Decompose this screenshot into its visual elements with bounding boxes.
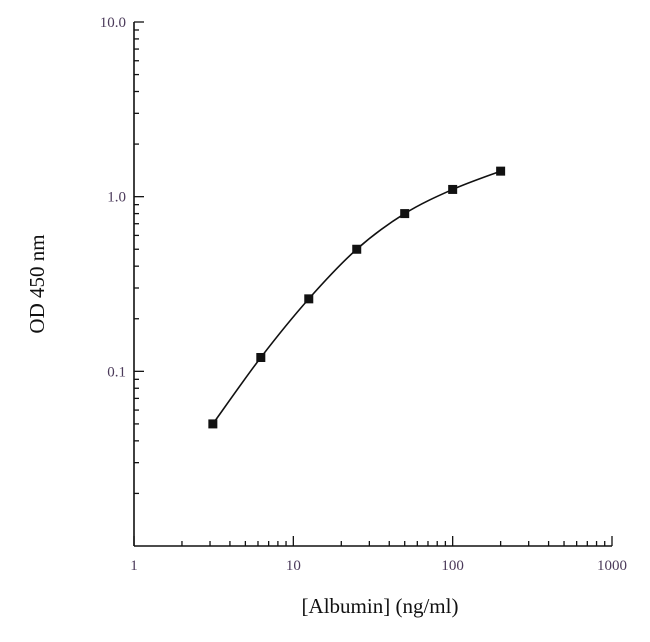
x-axis-title: [Albumin] (ng/ml) xyxy=(302,594,459,618)
y-axis-title: OD 450 nm xyxy=(25,234,49,333)
y-tick-label: 1.0 xyxy=(107,190,126,206)
axes xyxy=(133,22,612,547)
data-point-marker xyxy=(448,184,458,194)
x-tick-label: 1000 xyxy=(597,558,627,574)
x-tick-label: 10 xyxy=(286,558,301,574)
data-point-marker xyxy=(208,419,218,429)
series-line xyxy=(212,170,501,425)
data-point-marker xyxy=(400,209,410,219)
data-points xyxy=(208,166,506,429)
data-point-marker xyxy=(352,244,362,254)
data-point-marker xyxy=(256,353,266,362)
data-point-marker xyxy=(496,166,506,176)
axis-ticks xyxy=(133,21,613,546)
data-point-marker xyxy=(304,294,314,304)
axis-tick-labels: 1 10 100 1000 0.1 1.0 10.0 xyxy=(100,15,627,574)
x-tick-label: 100 xyxy=(441,558,464,574)
y-tick-label: 10.0 xyxy=(100,15,126,31)
y-tick-label: 0.1 xyxy=(107,364,126,380)
x-tick-label: 1 xyxy=(130,558,138,574)
